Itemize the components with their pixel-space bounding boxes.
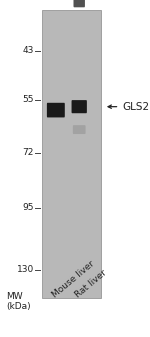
Text: Mouse liver: Mouse liver bbox=[50, 259, 96, 300]
Text: Rat liver: Rat liver bbox=[73, 269, 108, 300]
Text: 72: 72 bbox=[22, 148, 34, 157]
Text: MW
(kDa): MW (kDa) bbox=[6, 292, 31, 311]
Text: GLS2: GLS2 bbox=[122, 102, 149, 112]
Bar bbox=[42, 10, 101, 298]
FancyBboxPatch shape bbox=[73, 125, 85, 134]
Text: 95: 95 bbox=[22, 203, 34, 212]
Text: 130: 130 bbox=[16, 266, 34, 274]
Text: 55: 55 bbox=[22, 95, 34, 104]
FancyBboxPatch shape bbox=[72, 100, 87, 113]
Text: 43: 43 bbox=[22, 47, 34, 55]
FancyBboxPatch shape bbox=[47, 103, 65, 117]
FancyBboxPatch shape bbox=[74, 0, 85, 7]
